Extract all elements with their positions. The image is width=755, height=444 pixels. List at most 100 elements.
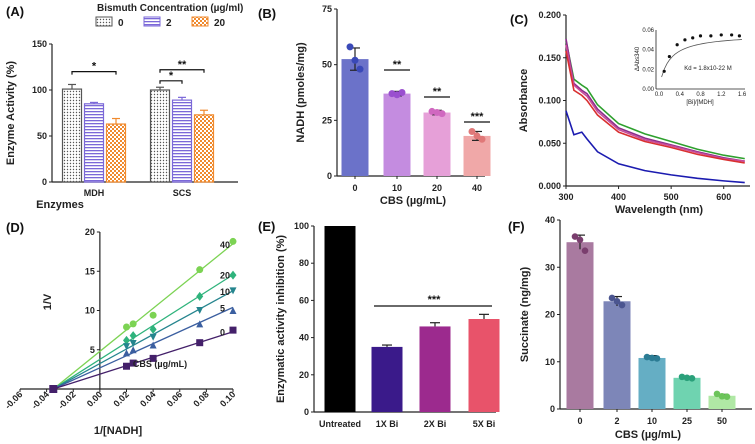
regression-line-d [52,274,234,390]
inset-data-point [683,38,687,42]
y-tick-label-c: 0.150 [538,53,561,63]
x-axis-label-b: CBS (µg/mL) [380,195,447,207]
bar-a [149,89,171,183]
data-point-f [713,390,721,398]
data-point-d [129,346,137,354]
data-point-f [576,236,584,244]
data-point-f [571,233,579,240]
x-tick-label-c: 500 [664,192,679,202]
y-tick-label-a: 50 [37,131,47,141]
spectrum-line-c [565,50,745,164]
x-tick-label-f: 10 [647,416,657,426]
bar-a [61,88,83,183]
x-tick-label-d: 0.10 [218,389,237,408]
y-tick-label-c: 0.050 [538,138,561,148]
y-tick-label-a: 100 [32,85,47,95]
data-point-f [653,355,661,362]
y-tick-label-a: 0 [42,177,47,187]
bar-f [566,242,594,409]
inset-data-point [709,34,713,38]
data-point-d [196,291,204,301]
x-tick-label-e: 1X Bi [376,419,399,429]
y-tick-label-c: 0.000 [538,181,561,191]
inset-data-point [698,34,703,38]
data-point-b [351,56,359,64]
inset-y-tick-label: 0.04 [642,48,654,54]
x-tick-label-a: SCS [173,188,192,198]
x-axis-label-f: CBS (µg/mL) [615,429,682,441]
inset-data-point [737,34,742,38]
data-point-d [229,326,237,334]
data-point-b [478,135,486,143]
spectrum-line-c [565,110,745,184]
legend-label-a: 2 [166,18,172,29]
inset-x-tick-label: 1.2 [717,92,726,98]
x-tick-label-b: 40 [472,183,482,193]
data-point-d [196,307,204,314]
data-point-d [229,237,237,245]
x-tick-label-e: 2X Bi [424,419,447,429]
y-tick-label-e: 40 [299,333,309,343]
data-point-d [196,339,204,347]
x-tick-label-d: -0.06 [3,389,25,411]
inset-data-point [719,33,723,37]
inset-y-tick-label: 0.06 [642,28,654,34]
inset-background [632,22,749,109]
y-tick-label-d: 15 [85,266,95,276]
x-tick-label-a: MDH [84,188,105,198]
panel-label-c: (C) [510,12,528,27]
legend-label-a: 0 [118,18,124,29]
y-axis-label-a: Enzyme Activity (%) [5,61,17,165]
inset-x-tick-label: 0.8 [696,92,705,98]
spectrum-line-c [565,44,745,162]
data-point-d [123,349,130,357]
y-tick-label-b: 25 [322,115,332,125]
inset-x-tick-label: 0.4 [676,92,685,98]
data-point-d [229,307,237,314]
data-point-d [129,320,137,328]
panel-label-a: (A) [6,4,24,19]
significance-bracket-a [159,80,183,84]
data-point-b [468,127,476,135]
y-tick-label-f: 0 [550,404,555,414]
bar-f [603,301,631,409]
x-axis-label-d: 1/[NADH] [94,425,143,437]
data-point-f [618,301,626,309]
x-tick-label-f: 0 [577,416,582,426]
data-point-f [678,373,686,381]
data-point-b [398,89,406,96]
y-tick-label-e: 60 [299,295,309,305]
x-tick-label-f: 25 [682,416,692,426]
significance-label-a: * [169,70,174,82]
data-point-d [149,341,157,349]
data-point-f [683,374,691,382]
data-point-d [196,266,204,274]
y-tick-label-d: 20 [85,227,95,237]
bar-b [383,93,411,176]
y-tick-label-e: 20 [299,370,309,380]
inset-data-point [675,43,679,47]
bar-b [341,59,369,176]
y-tick-label-e: 100 [294,221,309,231]
y-tick-label-b: 75 [322,4,332,14]
x-tick-label-d: 0.00 [85,389,104,408]
inset-y-tick-label: 0.02 [642,67,654,73]
data-point-d [129,339,137,347]
bar-e [371,346,403,412]
x-tick-label-b: 0 [352,183,357,193]
legend-label-a: 20 [214,18,226,29]
bar-b [463,135,491,176]
data-point-b [356,65,364,73]
spectrum-line-c [565,40,745,160]
inset-x-tick-label: 1.6 [738,92,747,98]
x-tick-label-e: 5X Bi [473,419,496,429]
bar-f [673,377,701,409]
regression-line-d [52,243,234,390]
y-axis-label-f: Succinate (ng/mg) [519,266,531,362]
series-label-d: 0 [220,328,225,338]
y-tick-label-b: 0 [327,171,332,181]
bar-e [468,319,500,412]
y-axis-label-c: Absorbance [518,69,530,133]
x-tick-label-d: 0.06 [165,389,184,408]
y-tick-label-d: 5 [90,345,95,355]
